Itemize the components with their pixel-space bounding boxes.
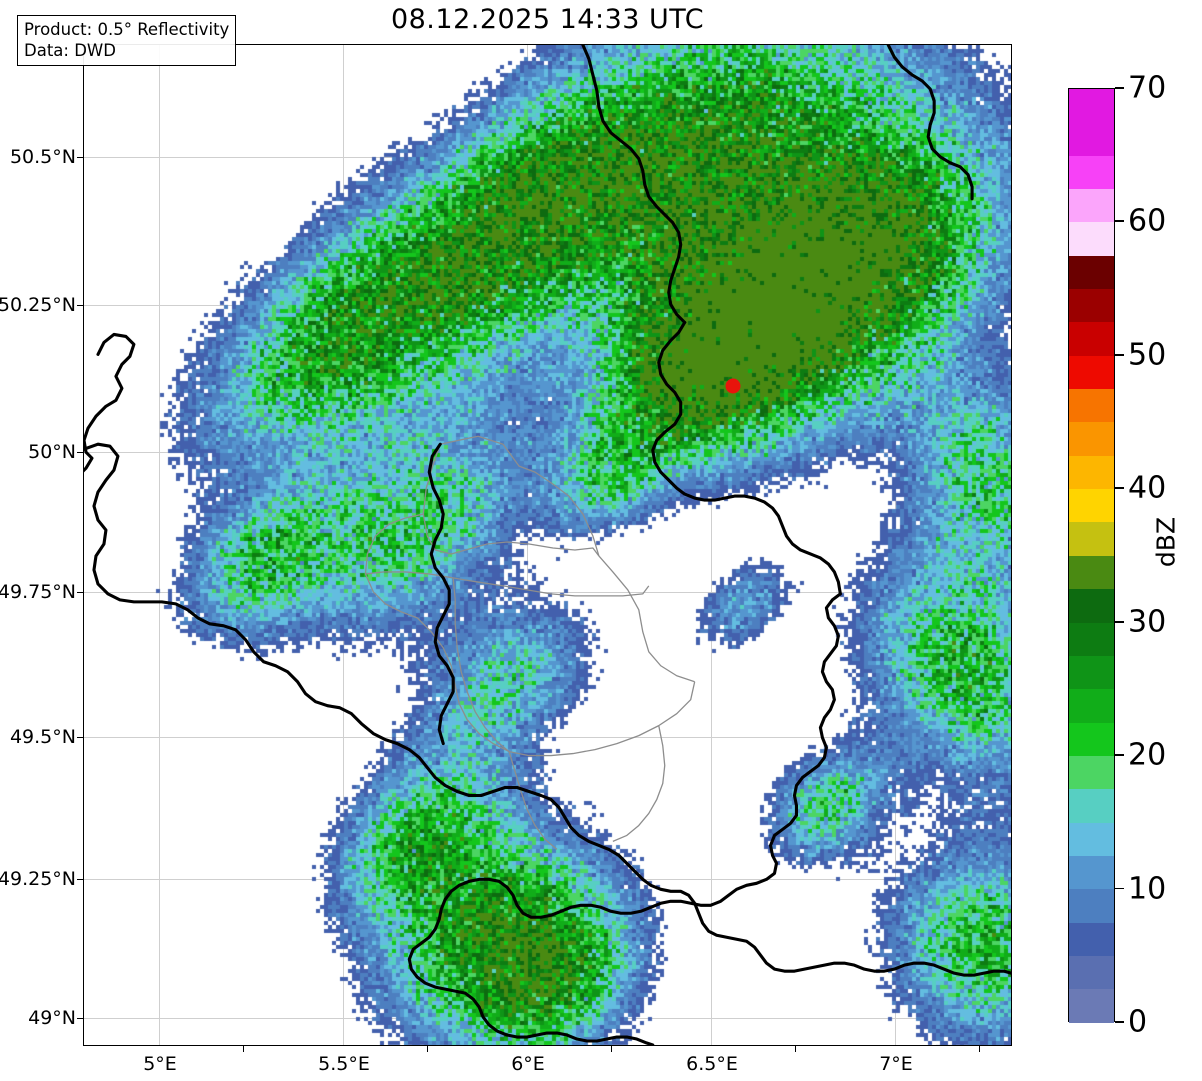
x-tick (979, 1046, 980, 1052)
y-tick (77, 1018, 83, 1019)
radar-site-marker[interactable] (725, 378, 741, 394)
colorbar-band (1069, 189, 1114, 223)
y-tick (77, 305, 83, 306)
y-tick-label: 49°N (28, 1007, 76, 1029)
y-tick-label: 49.25°N (0, 868, 76, 890)
x-tick-label: 5°E (143, 1053, 177, 1075)
colorbar-band (1069, 789, 1114, 823)
x-tick-label: 7°E (879, 1053, 913, 1075)
colorbar-tick-label: 50 (1128, 337, 1167, 373)
y-tick (77, 157, 83, 158)
colorbar-band (1069, 622, 1114, 656)
colorbar-tick-label: 40 (1128, 470, 1167, 506)
colorbar-tick-label: 30 (1128, 604, 1167, 640)
colorbar-tick (1115, 1021, 1124, 1023)
product-info-box: Product: 0.5° Reflectivity Data: DWD (17, 15, 237, 67)
colorbar[interactable] (1068, 88, 1115, 1023)
colorbar-band (1069, 955, 1114, 990)
colorbar-tick (1115, 87, 1124, 89)
colorbar-band (1069, 722, 1114, 756)
colorbar-band (1069, 155, 1114, 190)
y-tick (77, 452, 83, 453)
colorbar-band (1069, 555, 1114, 590)
colorbar-band (1069, 922, 1114, 956)
colorbar-band (1069, 389, 1114, 423)
colorbar-band (1069, 289, 1114, 323)
colorbar-tick (1115, 487, 1124, 490)
colorbar-tick (1115, 353, 1124, 356)
x-tick-label: 6.5°E (686, 1053, 738, 1075)
map-clip (84, 45, 1011, 1045)
admin-boundaries-layer (364, 435, 696, 850)
colorbar-band (1069, 322, 1114, 356)
y-tick-label: 50°N (28, 441, 76, 463)
x-tick-label: 5.5°E (318, 1053, 370, 1075)
colorbar-band (1069, 255, 1114, 290)
data-source-line: Data: DWD (24, 41, 116, 61)
page-title: 08.12.2025 14:33 UTC (390, 4, 705, 35)
y-tick-label: 49.75°N (0, 581, 76, 603)
colorbar-tick (1115, 887, 1124, 890)
colorbar-band (1069, 822, 1114, 856)
x-tick (427, 1046, 428, 1052)
reflectivity-raster (84, 45, 1011, 1045)
colorbar-band (1069, 889, 1114, 923)
y-tick (77, 592, 83, 593)
product-line: Product: 0.5° Reflectivity (24, 20, 230, 39)
country-borders-layer (84, 45, 1011, 1045)
x-tick (795, 1046, 796, 1052)
y-tick-label: 50.5°N (9, 146, 76, 168)
colorbar-tick-label: 0 (1128, 1004, 1148, 1040)
colorbar-tick-label: 10 (1128, 871, 1167, 907)
colorbar-band (1069, 755, 1114, 790)
y-tick-label: 50.25°N (0, 294, 76, 316)
x-tick (611, 1046, 612, 1052)
colorbar-band (1069, 422, 1114, 456)
colorbar-band (1069, 855, 1114, 890)
colorbar-band (1069, 522, 1114, 556)
colorbar-band (1069, 355, 1114, 390)
colorbar-band (1069, 222, 1114, 256)
colorbar-tick-label: 20 (1128, 737, 1167, 773)
x-tick-label: 6°E (511, 1053, 545, 1075)
y-tick (77, 879, 83, 880)
x-tick (243, 1046, 244, 1052)
radar-map-plot[interactable] (83, 44, 1012, 1046)
colorbar-band (1069, 89, 1114, 156)
map-boundaries (84, 45, 1011, 1045)
colorbar-band (1069, 989, 1114, 1023)
colorbar-tick (1115, 620, 1124, 623)
colorbar-band (1069, 455, 1114, 490)
colorbar-tick-label: 70 (1128, 70, 1167, 106)
colorbar-tick-label: 60 (1128, 203, 1167, 239)
y-tick-label: 49.5°N (9, 726, 76, 748)
colorbar-band (1069, 489, 1114, 523)
colorbar-tick (1115, 220, 1124, 223)
y-tick (77, 737, 83, 738)
colorbar-tick (1115, 754, 1124, 756)
colorbar-band (1069, 655, 1114, 690)
colorbar-band (1069, 589, 1114, 623)
colorbar-band (1069, 689, 1114, 723)
colorbar-title: dBZ (1151, 516, 1181, 568)
